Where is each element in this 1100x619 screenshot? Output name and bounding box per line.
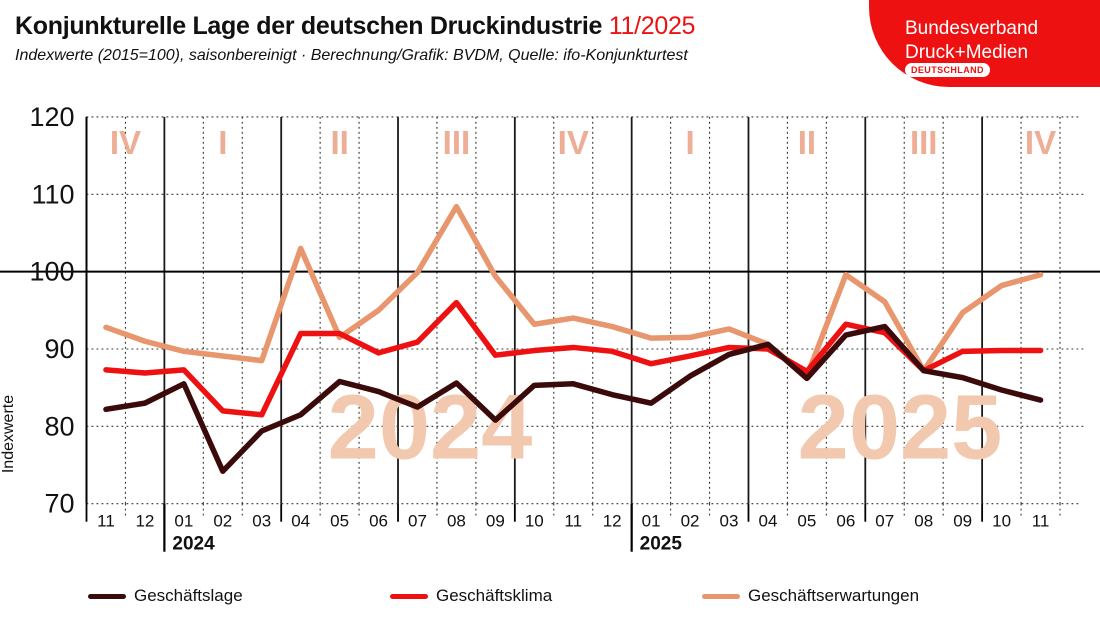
svg-text:02: 02 [213,512,232,531]
svg-text:04: 04 [758,512,777,531]
svg-text:10: 10 [525,512,544,531]
svg-text:01: 01 [174,512,193,531]
svg-text:2024: 2024 [328,377,533,479]
svg-text:12: 12 [135,512,154,531]
svg-text:III: III [443,124,471,161]
svg-text:III: III [910,124,938,161]
svg-text:08: 08 [914,512,933,531]
svg-text:02: 02 [681,512,700,531]
svg-text:100: 100 [29,257,74,287]
svg-text:01: 01 [642,512,661,531]
svg-text:70: 70 [44,489,74,519]
svg-text:80: 80 [44,411,74,441]
svg-text:11: 11 [1032,512,1050,531]
svg-text:03: 03 [720,512,739,531]
svg-text:2024: 2024 [172,534,215,555]
svg-text:2025: 2025 [798,377,1003,479]
svg-text:II: II [798,124,816,161]
svg-text:90: 90 [44,334,74,364]
svg-text:11: 11 [97,512,115,531]
svg-text:03: 03 [252,512,271,531]
svg-text:06: 06 [369,512,388,531]
svg-text:07: 07 [875,512,894,531]
svg-text:06: 06 [836,512,855,531]
svg-text:12: 12 [603,512,622,531]
svg-text:04: 04 [291,512,310,531]
svg-text:IV: IV [110,124,141,161]
svg-text:I: I [685,124,694,161]
svg-text:110: 110 [31,179,74,209]
svg-text:I: I [218,124,227,161]
svg-text:09: 09 [486,512,505,531]
svg-text:IV: IV [1025,124,1056,161]
svg-text:10: 10 [992,512,1011,531]
svg-text:05: 05 [330,512,349,531]
svg-text:120: 120 [29,102,74,132]
svg-text:IV: IV [558,124,589,161]
svg-text:09: 09 [953,512,972,531]
svg-text:07: 07 [408,512,427,531]
svg-text:2025: 2025 [640,534,683,555]
svg-text:II: II [330,124,348,161]
svg-text:11: 11 [564,512,582,531]
svg-text:05: 05 [797,512,816,531]
svg-text:08: 08 [447,512,466,531]
